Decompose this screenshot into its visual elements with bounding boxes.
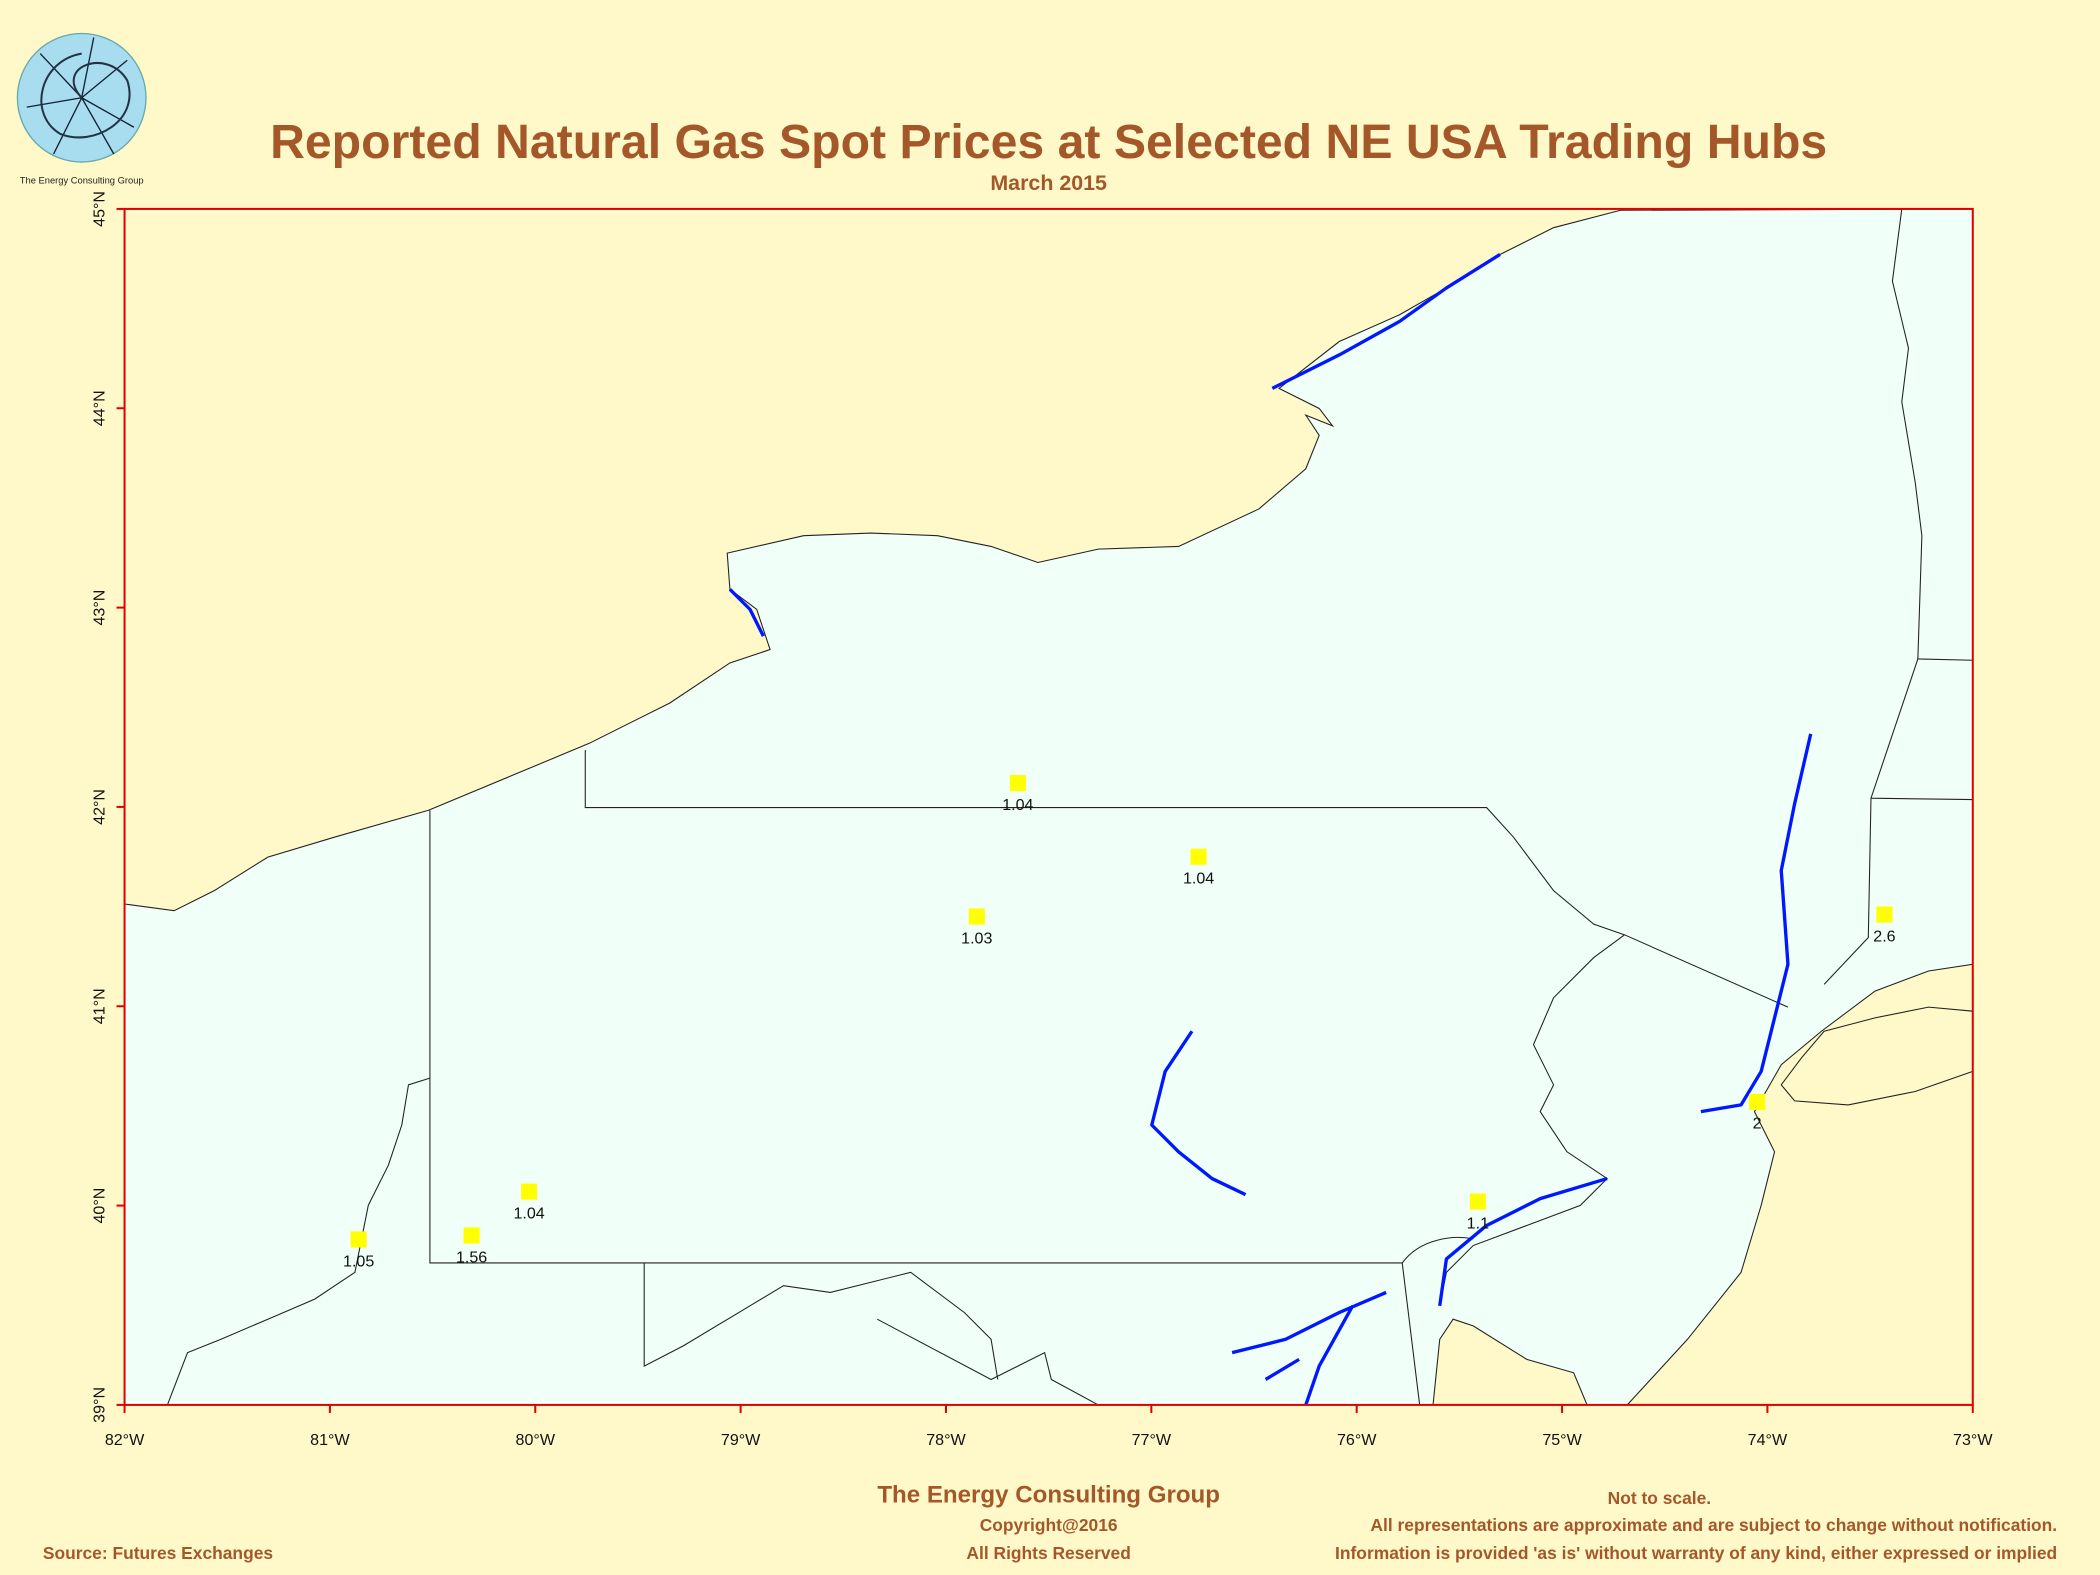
x-tick-label: 82°W	[105, 1431, 145, 1449]
hub-marker	[350, 1231, 367, 1248]
y-tick-label: 42°N	[90, 789, 108, 825]
x-tick-label: 80°W	[516, 1431, 556, 1449]
price-label: 1.04	[1183, 870, 1214, 888]
hub-marker	[968, 908, 985, 925]
y-tick-label: 44°N	[90, 390, 108, 426]
price-label: 2.6	[1873, 927, 1895, 945]
y-tick-label: 45°N	[90, 191, 108, 227]
price-label: 1.05	[343, 1252, 374, 1270]
footer-source: Source: Futures Exchanges	[43, 1543, 273, 1563]
x-tick-label: 79°W	[721, 1431, 761, 1449]
hub-marker	[1469, 1193, 1486, 1210]
y-tick-label: 40°N	[90, 1188, 108, 1224]
footer-disclaimer: Information is provided 'as is' without …	[1335, 1543, 2057, 1563]
price-label: 1.04	[1002, 796, 1033, 814]
x-tick-label: 73°W	[1953, 1431, 1993, 1449]
x-tick-label: 77°W	[1132, 1431, 1172, 1449]
price-label: 1.56	[456, 1248, 487, 1266]
footer-copyright: Copyright@2016	[980, 1515, 1118, 1535]
hub-marker	[1749, 1093, 1766, 1110]
footer-scale-note: Not to scale.	[1608, 1488, 1712, 1508]
geography	[124, 208, 1974, 1406]
footer-company: The Energy Consulting Group	[877, 1482, 1220, 1509]
title: Reported Natural Gas Spot Prices at Sele…	[270, 115, 1827, 169]
x-tick-label: 76°W	[1337, 1431, 1377, 1449]
footer-rights: All Rights Reserved	[966, 1543, 1130, 1563]
hub-marker	[1876, 906, 1893, 923]
x-tick-label: 81°W	[310, 1431, 350, 1449]
y-tick-label: 39°N	[90, 1387, 108, 1423]
price-label: 1.1	[1467, 1214, 1489, 1232]
footer-disclaimer: All representations are approximate and …	[1370, 1515, 2057, 1535]
logo-text: The Energy Consulting Group	[20, 175, 144, 185]
subtitle: March 2015	[990, 171, 1107, 195]
y-tick-label: 41°N	[90, 988, 108, 1024]
price-label: 1.03	[961, 929, 992, 947]
price-label: 1.04	[513, 1204, 544, 1222]
y-tick-label: 43°N	[90, 590, 108, 626]
hub-marker	[1190, 848, 1207, 865]
x-tick-label: 74°W	[1748, 1431, 1788, 1449]
x-tick-label: 75°W	[1542, 1431, 1582, 1449]
logo: The Energy Consulting Group	[16, 32, 147, 185]
map-overlay: 82°W 81°W 80°W 79°W 78°W 77°W 76°W 75°W 74°W 73°W…	[90, 191, 1993, 1449]
hub-marker	[521, 1183, 538, 1200]
hub-marker	[1009, 774, 1026, 792]
x-tick-label: 78°W	[926, 1431, 966, 1449]
hub-marker	[463, 1227, 480, 1244]
price-label: 2	[1753, 1115, 1762, 1133]
